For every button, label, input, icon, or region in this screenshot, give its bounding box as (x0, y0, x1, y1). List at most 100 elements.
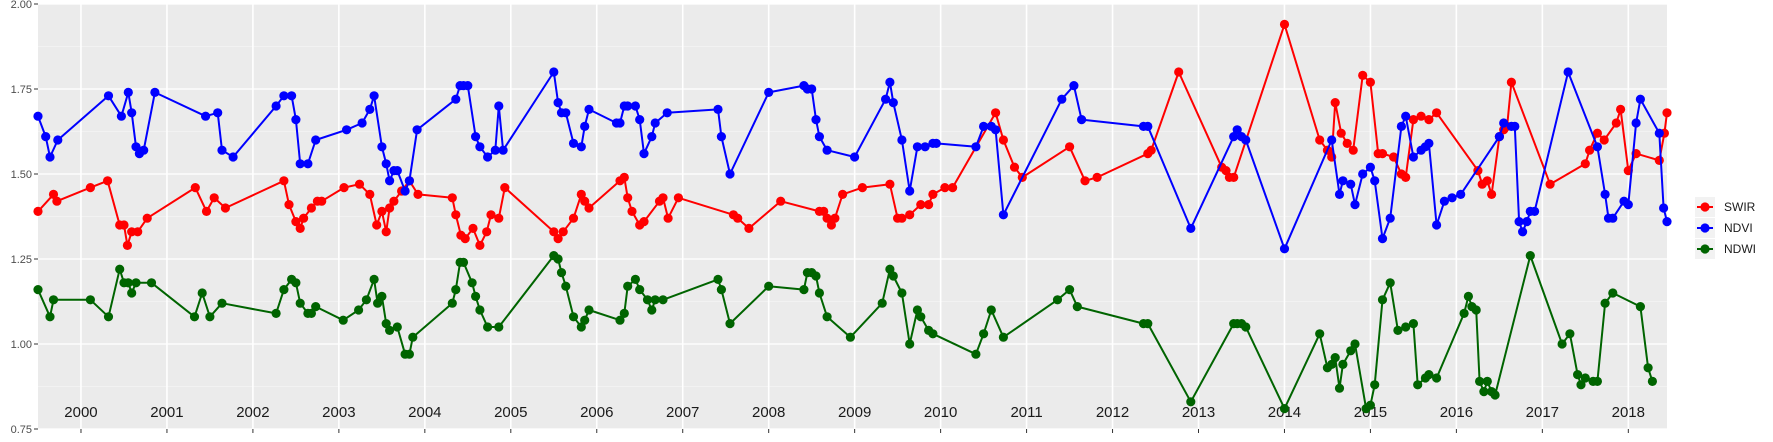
ndwi-point (370, 275, 379, 284)
y-tick-label: 1.25 (11, 254, 32, 266)
swir-point (33, 207, 42, 216)
ndvi-point (932, 139, 941, 148)
swir-point (776, 197, 785, 206)
ndwi-point (291, 278, 300, 287)
swir-point (1229, 173, 1238, 182)
ndwi-point (561, 282, 570, 291)
year-label-2005: 2005 (494, 404, 527, 421)
swir-point (202, 207, 211, 216)
swir-point (1315, 135, 1324, 144)
swir-point (500, 183, 509, 192)
ndvi-point (1624, 200, 1633, 209)
ndwi-point (815, 288, 824, 297)
swir-point (1349, 146, 1358, 155)
swir-point (143, 214, 152, 223)
ndwi-point (1601, 299, 1610, 308)
ndvi-point (139, 146, 148, 155)
ndvi-point (213, 108, 222, 117)
swir-point (674, 193, 683, 202)
ndvi-point (229, 152, 238, 161)
ndwi-point (1483, 377, 1492, 386)
swir-point (1616, 105, 1625, 114)
ndvi-point (1601, 190, 1610, 199)
ndvi-point (1186, 224, 1195, 233)
swir-point (482, 227, 491, 236)
ndwi-point (354, 305, 363, 314)
swir-point (123, 241, 132, 250)
ndvi-point (475, 142, 484, 151)
ndvi-point (405, 176, 414, 185)
swir-point (284, 200, 293, 209)
swir-point (1507, 78, 1516, 87)
ndwi-point (554, 254, 563, 263)
year-label-2004: 2004 (408, 404, 441, 421)
ndvi-point (1510, 122, 1519, 131)
ndwi-point (1409, 319, 1418, 328)
swir-point (830, 214, 839, 223)
ndvi-point (272, 101, 281, 110)
swir-point (382, 227, 391, 236)
legend-label-swir: SWIR (1724, 200, 1756, 214)
swir-point (461, 234, 470, 243)
ndvi-point (1241, 135, 1250, 144)
year-label-2002: 2002 (236, 404, 269, 421)
ndvi-point (647, 132, 656, 141)
ndwi-point (405, 350, 414, 359)
ndvi-point (217, 146, 226, 155)
ndvi-point (385, 176, 394, 185)
ndvi-point (1397, 122, 1406, 131)
year-label-2000: 2000 (64, 404, 97, 421)
ndwi-point (448, 299, 457, 308)
ndvi-point (1424, 139, 1433, 148)
ndwi-point (823, 312, 832, 321)
ndvi-point (287, 91, 296, 100)
ndwi-point (889, 271, 898, 280)
swir-point (1080, 176, 1089, 185)
ndvi-point (1401, 112, 1410, 121)
ndvi-point (1366, 163, 1375, 172)
ndvi-point (905, 186, 914, 195)
ndvi-point (127, 108, 136, 117)
ndvi-point (1632, 118, 1641, 127)
ndwi-point (1386, 278, 1395, 287)
ndvi-point (365, 105, 374, 114)
swir-point (924, 200, 933, 209)
legend-key-point-ndvi (1700, 223, 1709, 232)
swir-point (451, 210, 460, 219)
swir-point (1546, 180, 1555, 189)
ndwi-point (393, 322, 402, 331)
ndwi-point (1593, 377, 1602, 386)
ndwi-point (272, 309, 281, 318)
ndvi-point (991, 125, 1000, 134)
y-tick-label: 0.75 (11, 424, 32, 436)
swir-point (885, 180, 894, 189)
swir-point (86, 183, 95, 192)
swir-point (133, 227, 142, 236)
ndvi-point (377, 142, 386, 151)
ndvi-point (1378, 234, 1387, 243)
ndvi-point (885, 78, 894, 87)
ndwi-point (1636, 302, 1645, 311)
ndwi-point (131, 278, 140, 287)
ndvi-point (580, 122, 589, 131)
ndwi-point (987, 305, 996, 314)
ndvi-point (713, 105, 722, 114)
ndvi-point (303, 159, 312, 168)
ndwi-point (451, 285, 460, 294)
swir-point (1280, 20, 1289, 29)
ndwi-point (45, 312, 54, 321)
swir-point (1093, 173, 1102, 182)
ndvi-point (41, 132, 50, 141)
swir-point (339, 183, 348, 192)
ndvi-point (1409, 152, 1418, 161)
swir-point (103, 176, 112, 185)
ndvi-point (401, 186, 410, 195)
ndwi-point (1241, 322, 1250, 331)
ndwi-point (1366, 401, 1375, 410)
ndwi-point (764, 282, 773, 291)
ndwi-point (86, 295, 95, 304)
ndvi-point (483, 152, 492, 161)
ndvi-point (291, 115, 300, 124)
ndvi-point (663, 108, 672, 117)
year-label-2008: 2008 (752, 404, 785, 421)
